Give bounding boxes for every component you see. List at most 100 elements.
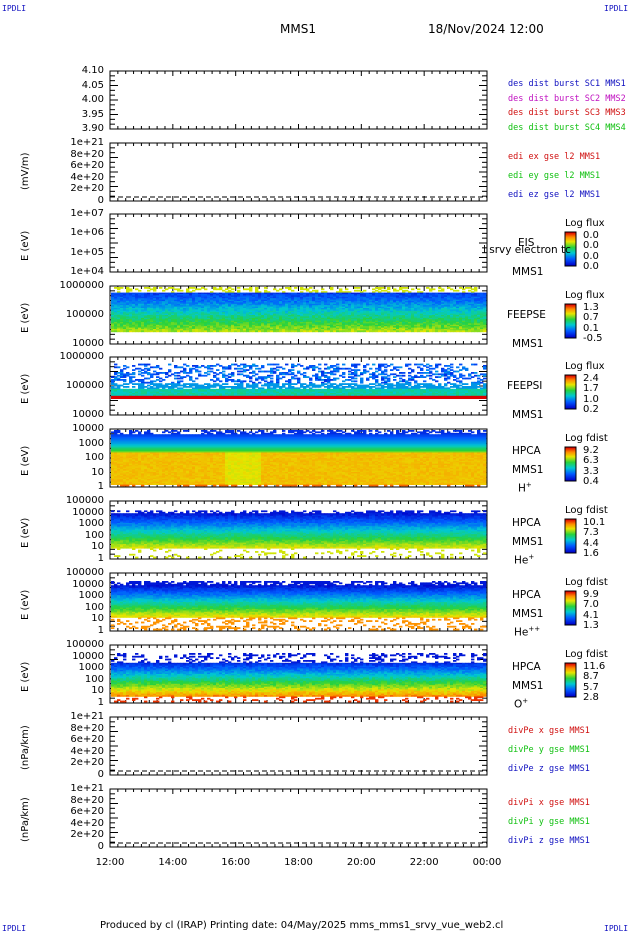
y-axis-label: E (eV) (20, 590, 31, 620)
colorbar-tick: 0.1 (583, 323, 599, 334)
colorbar-title: Log fdist (565, 433, 608, 444)
legend-series-1: divPi y gse MMS1 (508, 817, 590, 827)
colorbar-title: Log fdist (565, 649, 608, 660)
ytick-label: 100 (48, 674, 104, 685)
ytick-label: 2e+20 (48, 183, 104, 194)
colorbar (564, 231, 577, 267)
corner-logo-bottom-left: IPDLI (2, 924, 26, 933)
colorbar-tick: 0.0 (583, 251, 599, 262)
instrument-label: FEEPSI (507, 380, 542, 392)
legend-series-2: divPi z gse MMS1 (508, 836, 590, 846)
instrument-label: HPCA (512, 517, 541, 529)
y-axis-label: E (eV) (20, 446, 31, 476)
ytick-label: 10000 (48, 338, 104, 349)
colorbar-tick: 10.1 (583, 517, 605, 528)
species-charge: ++ (528, 625, 540, 633)
x-tick-label: 16:00 (221, 857, 251, 868)
x-tick-label: 00:00 (472, 857, 502, 868)
y-axis-label: E (eV) (20, 374, 31, 404)
colorbar-title: Log flux (565, 361, 605, 372)
ytick-label: 10 (48, 613, 104, 624)
ytick-label: 100000 (48, 309, 104, 320)
x-tick-label: 20:00 (346, 857, 376, 868)
ytick-label: 100 (48, 530, 104, 541)
colorbar-tick: 0.7 (583, 312, 599, 323)
colorbar (564, 446, 577, 482)
colorbar-title: Log fdist (565, 505, 608, 516)
ytick-label: 1 (48, 697, 104, 708)
spacecraft-label: MMS1 (512, 536, 543, 548)
colorbar-tick: 2.8 (583, 692, 599, 703)
colorbar-tick: 0.4 (583, 476, 599, 487)
colorbar-tick: 0.0 (583, 230, 599, 241)
species-name: O (514, 699, 522, 711)
colorbar-tick: 1.7 (583, 383, 599, 394)
ytick-label: 4.00 (48, 94, 104, 105)
ytick-label: 10000 (48, 579, 104, 590)
ytick-label: 100000 (48, 380, 104, 391)
ytick-label: 6e+20 (48, 734, 104, 745)
colorbar (564, 590, 577, 626)
ytick-label: 1e+21 (48, 711, 104, 722)
colorbar-tick: 7.3 (583, 527, 599, 538)
colorbar-tick: 11.6 (583, 661, 605, 672)
species-charge: + (528, 553, 534, 561)
ytick-label: 3.95 (48, 109, 104, 120)
ytick-label: 1 (48, 481, 104, 492)
legend-series-2: des dist burst SC3 MMS3 (508, 108, 626, 118)
ytick-label: 8e+20 (48, 723, 104, 734)
species-name: H (518, 483, 526, 495)
colorbar-tick: 3.3 (583, 466, 599, 477)
species-label: O+ (514, 697, 528, 711)
ytick-label: 3.90 (48, 123, 104, 134)
ytick-label: 2e+20 (48, 829, 104, 840)
panel-frame-edi (109, 142, 488, 202)
ytick-label: 8e+20 (48, 795, 104, 806)
ytick-label: 6e+20 (48, 160, 104, 171)
ytick-label: 10 (48, 541, 104, 552)
ytick-label: 1e+04 (48, 266, 104, 277)
colorbar (564, 374, 577, 410)
colorbar-tick: 2.4 (583, 373, 599, 384)
corner-logo-top-left: IPDLI (2, 4, 26, 13)
ytick-label: 0 (48, 195, 104, 206)
ytick-label: 1e+05 (48, 247, 104, 258)
datetime-title: 18/Nov/2024 12:00 (428, 22, 544, 36)
colorbar-tick: 5.7 (583, 682, 599, 693)
colorbar-title: Log flux (565, 218, 605, 229)
colorbar-tick: 1.3 (583, 620, 599, 631)
colorbar-title: Log flux (565, 290, 605, 301)
legend-series-0: divPi x gse MMS1 (508, 798, 590, 808)
species-label: He+ (514, 553, 534, 567)
instrument-label: FEEPSE (507, 309, 546, 321)
instrument-label: EIS (518, 237, 534, 249)
ytick-label: 1000 (48, 518, 104, 529)
legend-series-0: des dist burst SC1 MMS1 (508, 79, 626, 89)
species-charge: + (522, 697, 528, 705)
species-name: He (514, 627, 528, 639)
species-name: He (514, 555, 528, 567)
x-tick-label: 22:00 (409, 857, 439, 868)
legend-series-1: des dist burst SC2 MMS2 (508, 94, 626, 104)
ytick-label: 1e+21 (48, 137, 104, 148)
ytick-label: 1e+21 (48, 783, 104, 794)
y-axis-label: (mV/m) (20, 153, 31, 191)
ytick-label: 10 (48, 685, 104, 696)
x-tick-label: 18:00 (284, 857, 314, 868)
colorbar (564, 662, 577, 698)
ytick-label: 10 (48, 467, 104, 478)
spacecraft-label: MMS1 (512, 266, 543, 278)
ytick-label: 4e+20 (48, 818, 104, 829)
species-charge: + (526, 481, 532, 489)
ytick-label: 2e+20 (48, 757, 104, 768)
colorbar-tick: 9.2 (583, 445, 599, 456)
instrument-label: HPCA (512, 661, 541, 673)
colorbar-tick: 1.3 (583, 302, 599, 313)
colorbar-tick: 7.0 (583, 599, 599, 610)
overlay-label: l srvy electron tc (483, 244, 571, 256)
ytick-label: 100 (48, 452, 104, 463)
legend-series-1: edi ey gse l2 MMS1 (508, 171, 600, 181)
legend-series-0: edi ex gse l2 MMS1 (508, 152, 600, 162)
ytick-label: 10000 (48, 507, 104, 518)
ytick-label: 4e+20 (48, 746, 104, 757)
